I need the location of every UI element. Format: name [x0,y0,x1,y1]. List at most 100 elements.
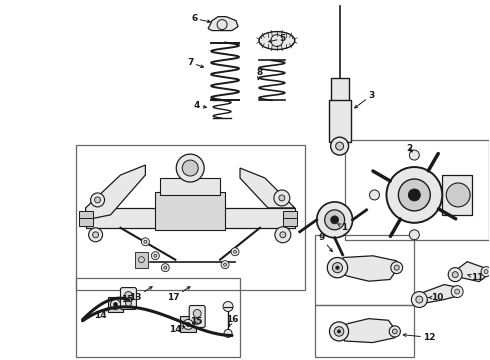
Polygon shape [240,168,295,208]
Text: 17: 17 [167,287,190,302]
Circle shape [194,319,200,324]
Circle shape [275,227,291,243]
Circle shape [89,228,102,242]
FancyBboxPatch shape [189,306,205,328]
Circle shape [412,292,427,307]
Circle shape [279,195,285,201]
Circle shape [481,267,490,276]
Circle shape [331,137,348,155]
Circle shape [455,289,460,294]
Text: 1: 1 [338,223,348,232]
Circle shape [93,232,98,238]
Circle shape [325,210,344,230]
Circle shape [387,167,442,223]
Text: 14: 14 [94,308,108,320]
Circle shape [409,150,419,160]
Bar [155,192,225,230]
Text: 4: 4 [194,101,206,110]
Bar [329,100,350,142]
Circle shape [217,20,227,30]
Circle shape [336,142,343,150]
Circle shape [449,190,459,200]
Circle shape [327,257,347,278]
Circle shape [446,183,470,207]
Circle shape [114,302,118,306]
Circle shape [221,261,229,269]
Bar [283,218,297,226]
Text: 16: 16 [226,315,238,327]
Bar [331,78,348,135]
Circle shape [484,270,488,274]
Circle shape [389,326,400,337]
Circle shape [331,216,339,224]
Circle shape [334,327,344,336]
Bar [160,178,220,195]
Circle shape [338,330,341,333]
Circle shape [391,262,403,274]
Circle shape [329,322,348,341]
Bar [75,145,305,289]
Polygon shape [417,285,459,305]
Text: 14: 14 [169,325,185,334]
Circle shape [409,230,419,240]
Circle shape [144,240,147,243]
Circle shape [223,263,226,266]
Bar [283,211,297,219]
Bar [315,305,415,357]
Circle shape [416,296,423,303]
Polygon shape [86,165,146,220]
Circle shape [151,252,159,260]
Circle shape [394,265,399,270]
Bar [75,278,240,357]
Bar [315,235,415,305]
Circle shape [392,329,397,334]
Circle shape [124,292,132,300]
Text: 13: 13 [129,287,152,302]
Bar [442,175,472,215]
Bar [180,316,196,332]
Circle shape [234,250,237,253]
Circle shape [176,154,204,182]
Text: 12: 12 [403,333,436,342]
Circle shape [280,232,286,238]
Circle shape [111,300,121,310]
Circle shape [336,266,339,269]
Circle shape [231,248,239,256]
Text: 3: 3 [355,91,375,108]
Polygon shape [335,256,398,281]
Circle shape [164,266,167,269]
Circle shape [223,302,233,311]
Bar [78,218,93,226]
Text: 7: 7 [187,58,203,68]
Circle shape [183,319,193,329]
Circle shape [224,329,232,337]
Ellipse shape [259,32,295,50]
Circle shape [95,197,100,203]
Circle shape [142,238,149,246]
Circle shape [448,268,462,282]
Circle shape [408,189,420,201]
Polygon shape [454,262,487,282]
Polygon shape [208,17,238,31]
Text: 11: 11 [468,273,483,282]
Circle shape [154,254,157,257]
Circle shape [451,285,463,298]
FancyBboxPatch shape [121,288,136,310]
Circle shape [161,264,169,272]
Circle shape [193,310,201,318]
Circle shape [317,202,353,238]
Polygon shape [337,319,396,343]
Text: 15: 15 [121,295,134,304]
Circle shape [398,179,430,211]
Text: 6: 6 [191,14,210,23]
Circle shape [182,160,198,176]
Text: 15: 15 [190,317,202,326]
Circle shape [125,301,131,306]
Bar [78,211,93,219]
Bar [86,208,295,228]
Bar [107,297,123,312]
Bar [344,140,489,240]
Circle shape [332,262,343,273]
Text: 5: 5 [269,34,286,43]
Text: 2: 2 [406,144,413,153]
